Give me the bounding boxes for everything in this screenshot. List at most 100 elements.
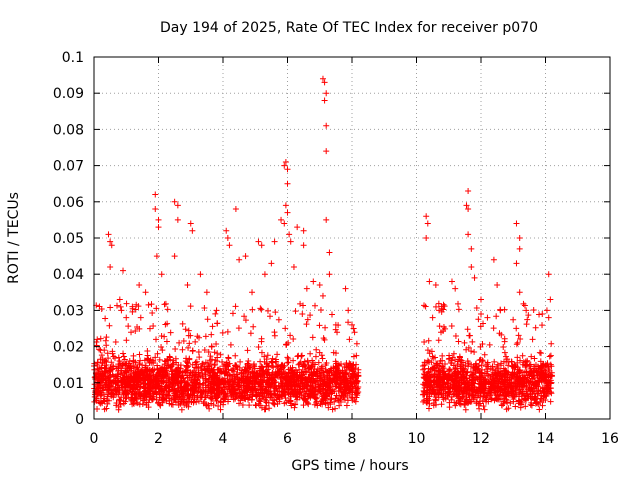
data-point [225,355,232,362]
data-point [106,322,113,329]
data-point [547,296,554,303]
data-point [204,316,211,323]
data-point [339,392,346,399]
data-point [145,384,152,391]
data-point [108,359,115,366]
data-point [98,352,105,359]
data-point [220,401,227,408]
data-point [185,395,192,402]
data-point [510,316,517,323]
data-point [120,374,127,381]
data-point [147,325,153,332]
data-point [486,392,493,399]
data-point [474,376,481,383]
data-point [122,385,129,392]
data-point [484,361,491,368]
data-point [130,377,137,384]
data-point [182,326,189,333]
data-point [462,406,469,413]
data-point [501,349,508,356]
data-point [105,377,112,384]
data-point [134,366,141,373]
data-point [159,396,166,403]
data-point [287,398,294,405]
data-point [112,338,119,345]
data-point [214,320,221,327]
data-point [284,209,291,216]
data-point [532,395,539,402]
data-point [113,372,120,379]
data-point [292,401,299,408]
data-point [421,339,428,346]
data-point [525,372,532,379]
data-point [543,382,550,389]
data-point [318,398,325,405]
data-point [275,363,282,370]
data-point [109,362,116,369]
data-point [545,271,552,278]
data-point [258,335,265,342]
data-point [244,374,251,381]
data-point [462,362,469,369]
data-point [123,389,130,396]
data-point [323,90,330,97]
data-point [429,387,436,394]
data-point [219,329,226,336]
data-point [118,381,125,388]
data-point [112,355,119,362]
data-point [116,296,123,303]
data-point [152,206,159,213]
data-point [179,320,186,327]
data-point [269,359,276,366]
data-point [155,216,162,223]
data-point [342,285,349,292]
data-point [205,401,212,408]
data-point [491,358,498,365]
data-point [284,354,291,361]
data-point [420,391,427,398]
data-point [250,323,257,330]
data-point [538,363,545,370]
data-point [512,403,519,410]
data-point [423,387,430,394]
data-point [169,401,176,408]
data-point [169,377,176,384]
data-point [104,375,111,382]
data-point [292,308,299,315]
data-point [529,336,536,343]
data-point [434,360,441,367]
data-point [202,333,209,340]
data-point [266,376,273,383]
data-point [523,368,530,375]
y-tick-label: 0.04 [53,267,84,283]
data-point [352,389,359,396]
data-point [500,343,507,350]
data-point [137,392,144,399]
data-point [539,311,546,318]
data-point [248,380,255,387]
data-point [449,354,456,361]
data-point [468,382,475,389]
data-point [424,357,431,364]
data-point [317,386,324,393]
data-point [128,329,135,336]
data-point [135,389,142,396]
data-point [430,372,437,379]
data-point [98,306,105,313]
data-point [514,359,521,366]
data-point [262,406,269,413]
data-point [486,341,493,348]
data-point [531,380,538,387]
data-point [247,373,254,380]
data-point [314,377,321,384]
x-tick-label: 2 [154,431,163,447]
data-point [310,278,317,285]
data-point [505,369,512,376]
data-point [344,397,351,404]
data-point [220,388,227,395]
data-point [194,394,201,401]
data-point [470,392,477,399]
data-point [317,306,324,313]
data-point [232,352,239,359]
data-point [177,384,184,391]
